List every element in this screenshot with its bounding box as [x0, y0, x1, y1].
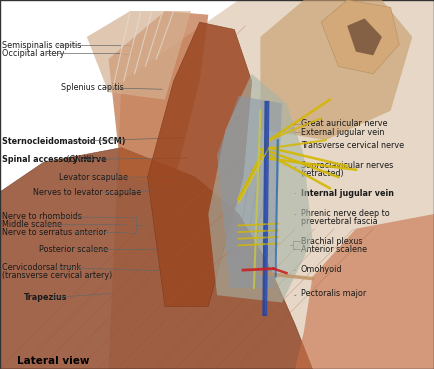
- Text: Omohyoid: Omohyoid: [301, 265, 342, 274]
- Polygon shape: [148, 22, 252, 306]
- Polygon shape: [108, 0, 434, 369]
- Polygon shape: [260, 0, 412, 140]
- Text: Middle scalene: Middle scalene: [2, 220, 62, 229]
- Text: Internal jugular vein: Internal jugular vein: [301, 189, 394, 198]
- Text: Trapezius: Trapezius: [24, 293, 67, 302]
- Text: Levator scapulae: Levator scapulae: [59, 173, 128, 182]
- Text: Brachial plexus: Brachial plexus: [301, 237, 362, 246]
- Text: (retracted): (retracted): [301, 169, 345, 178]
- Text: Cervicodorsal trunk: Cervicodorsal trunk: [2, 263, 81, 272]
- Text: Pectoralis major: Pectoralis major: [301, 289, 366, 298]
- Polygon shape: [217, 96, 282, 288]
- Polygon shape: [208, 74, 312, 303]
- Text: Supraclavicular nerves: Supraclavicular nerves: [301, 161, 393, 170]
- Text: Sternocleidomastoid (SCM): Sternocleidomastoid (SCM): [2, 137, 126, 146]
- Text: Spinal accessory nerve: Spinal accessory nerve: [2, 155, 107, 164]
- Polygon shape: [321, 0, 399, 74]
- Text: Posterior scalene: Posterior scalene: [39, 245, 108, 254]
- Polygon shape: [347, 18, 382, 55]
- Text: Great auricular nerve: Great auricular nerve: [301, 120, 387, 128]
- Text: Occipital artery: Occipital artery: [2, 49, 65, 58]
- Text: Nerves to levator scapulae: Nerves to levator scapulae: [33, 188, 141, 197]
- Text: Splenius capitis: Splenius capitis: [61, 83, 124, 92]
- Text: External jugular vein: External jugular vein: [301, 128, 384, 137]
- Polygon shape: [295, 214, 434, 369]
- Text: Lateral view: Lateral view: [17, 356, 90, 366]
- Text: Semispinalis capitis: Semispinalis capitis: [2, 41, 82, 49]
- Text: Nerve to serratus anterior: Nerve to serratus anterior: [2, 228, 107, 237]
- Text: Nerve to rhomboids: Nerve to rhomboids: [2, 212, 82, 221]
- Text: Anterior scalene: Anterior scalene: [301, 245, 367, 254]
- Text: (CN XI): (CN XI): [64, 155, 95, 164]
- Polygon shape: [108, 11, 208, 184]
- Text: Phrenic nerve deep to: Phrenic nerve deep to: [301, 209, 389, 218]
- Text: Transverse cervical nerve: Transverse cervical nerve: [301, 141, 404, 149]
- Text: (transverse cervical artery): (transverse cervical artery): [2, 271, 112, 280]
- Polygon shape: [0, 148, 312, 369]
- Text: prevertebral fascia: prevertebral fascia: [301, 217, 378, 226]
- Polygon shape: [87, 11, 191, 100]
